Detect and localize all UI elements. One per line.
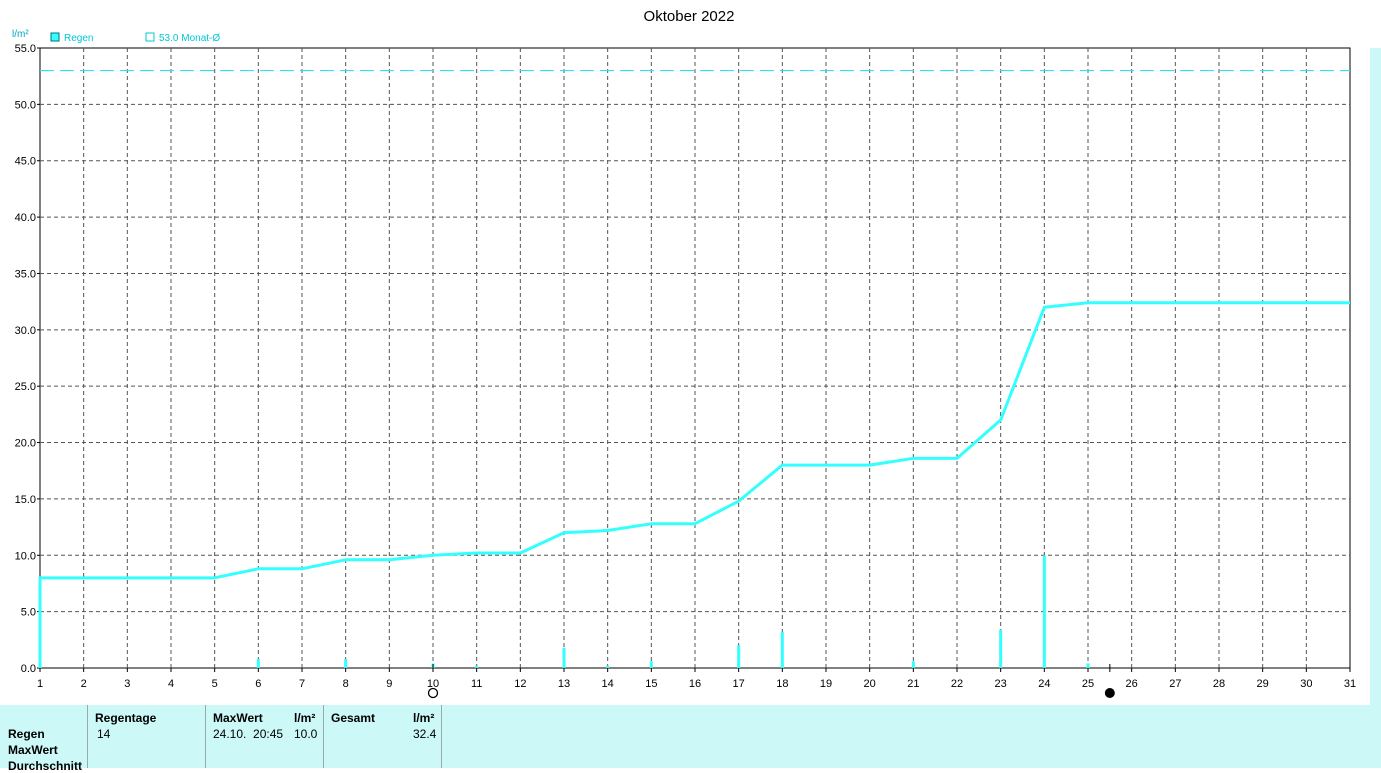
x-tick-label: 23 [995,678,1007,690]
maxwert-unit: l/m² [294,711,316,725]
y-tick-label: 15.0 [15,494,36,506]
x-tick-label: 2 [81,678,87,690]
daily-bar [911,661,915,668]
x-tick-label: 27 [1169,678,1181,690]
daily-bar [999,629,1003,668]
x-tick-label: 29 [1257,678,1269,690]
daily-bar [256,658,260,668]
x-tick-label: 19 [820,678,832,690]
y-tick-label: 55.0 [15,43,36,55]
daily-bar [344,658,348,668]
x-tick-label: 6 [255,678,261,690]
maxwert-header: MaxWert [213,711,263,725]
x-tick-label: 22 [951,678,963,690]
right-edge-panel [1370,48,1381,705]
legend-swatch-regen [50,32,60,42]
stats-separator [323,705,324,768]
x-tick-label: 5 [212,678,218,690]
full-moon-icon [427,687,439,699]
y-tick-label: 10.0 [15,550,36,562]
x-tick-label: 17 [733,678,745,690]
gesamt-header: Gesamt [331,711,376,725]
legend-label-regen: Regen [64,33,93,44]
x-tick-label: 30 [1300,678,1312,690]
x-tick-label: 8 [343,678,349,690]
x-tick-label: 20 [864,678,876,690]
maxwert-time: 24.10. 20:45 [213,727,284,741]
y-tick-label: 40.0 [15,212,36,224]
x-tick-label: 28 [1213,678,1225,690]
moon-markers [427,664,1115,699]
x-tick-label: 7 [299,678,305,690]
y-tick-label: 45.0 [15,156,36,168]
x-axis: 1 2 3 4 5 6 7 8 9 10 11 12 13 14 15 16 17 18 19 20 21 22 23 24 2… [37,668,1356,690]
y-tick-label: 25.0 [15,381,36,393]
x-tick-label: 16 [689,678,701,690]
x-tick-label: 1 [37,678,43,690]
y-tick-label: 30.0 [15,325,36,337]
y-axis: 0.0 5.0 10.0 15.0 20.0 25.0 30.0 35.0 40.0 45.0 50… [15,43,40,675]
x-tick-label: 10 [427,678,439,690]
chart: Oktober 2022 l/m² Regen 53.0 Monat-Ø 0.0… [12,8,1381,705]
daily-bar [780,631,784,668]
regentage-header: Regentage [95,711,157,725]
stats-panel: Regen MaxWert Durchschnitt Regentage 14 … [0,705,1381,773]
daily-bar [606,665,610,668]
x-tick-label: 15 [645,678,657,690]
y-tick-label: 0.0 [21,663,36,675]
row-label-maxwert: MaxWert [8,743,58,757]
daily-bar [1042,555,1046,668]
y-tick-label: 5.0 [21,607,36,619]
x-tick-label: 31 [1344,678,1356,690]
regentage-value: 14 [97,727,111,741]
series-line-regen [38,301,1350,668]
stats-separator [441,705,442,768]
new-moon-icon [1104,688,1115,698]
x-tick-label: 26 [1126,678,1138,690]
y-axis-unit: l/m² [12,29,29,40]
row-label-durchschnitt: Durchschnitt [8,759,83,773]
x-tick-label: 3 [124,678,130,690]
x-tick-label: 11 [471,678,482,690]
y-tick-label: 35.0 [15,268,36,280]
gesamt-value: 32.4 [413,727,437,741]
row-label-regen: Regen [8,727,45,741]
daily-bar [737,645,741,668]
stats-separator [87,705,88,768]
grid [40,48,1350,668]
maxwert-value: 10.0 [294,727,318,741]
chart-title: Oktober 2022 [644,8,735,25]
x-tick-label: 24 [1038,678,1050,690]
x-tick-label: 14 [602,678,614,690]
legend-label-monat: 53.0 Monat-Ø [159,33,220,44]
y-tick-label: 20.0 [15,438,36,450]
daily-bar [1086,663,1090,668]
legend-swatch-monat [145,32,155,42]
daily-bar [475,665,479,668]
x-tick-label: 9 [386,678,392,690]
stats-separator [205,705,206,768]
daily-bar [649,661,653,668]
y-tick-label: 50.0 [15,99,36,111]
x-tick-label: 21 [907,678,919,690]
series-layer [38,69,1350,668]
gesamt-unit: l/m² [413,711,435,725]
x-tick-label: 4 [168,678,174,690]
x-tick-label: 12 [514,678,526,690]
x-tick-label: 18 [776,678,788,690]
x-tick-label: 13 [558,678,570,690]
daily-bar [562,647,566,668]
x-tick-label: 25 [1082,678,1094,690]
